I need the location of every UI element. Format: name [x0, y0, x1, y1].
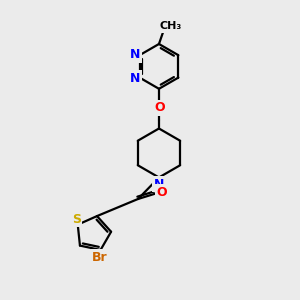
Text: CH₃: CH₃ — [160, 21, 182, 31]
Text: N: N — [130, 48, 140, 61]
Text: S: S — [72, 213, 81, 226]
Text: Br: Br — [92, 251, 108, 264]
Text: N: N — [154, 178, 164, 190]
Text: O: O — [157, 186, 167, 199]
Text: N: N — [130, 72, 140, 85]
Text: O: O — [154, 101, 165, 114]
